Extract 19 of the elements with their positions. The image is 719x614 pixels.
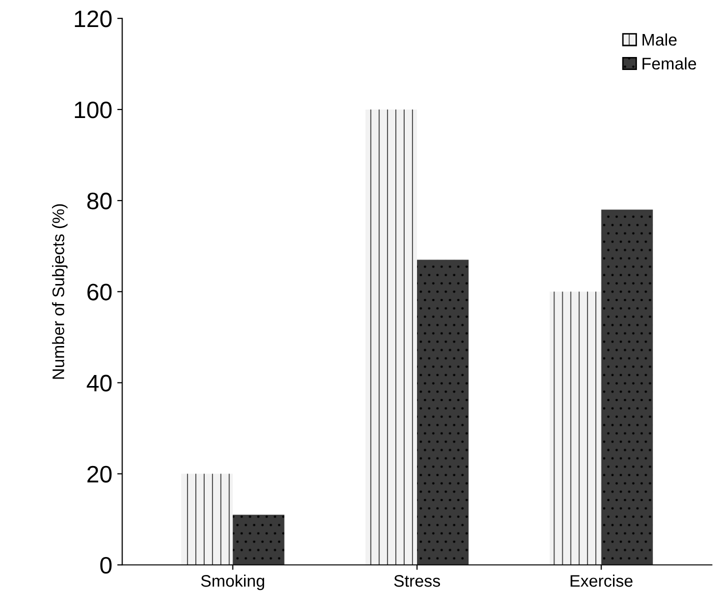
bar — [232, 514, 284, 565]
x-tick-label: Smoking — [201, 574, 264, 590]
y-tick-label: 60 — [87, 284, 112, 300]
y-tick-label: 100 — [74, 102, 112, 118]
bar — [601, 210, 653, 565]
bar — [181, 474, 233, 565]
y-axis-title: Number of Subjects (%) — [52, 204, 68, 379]
bar — [550, 292, 602, 565]
y-tick-label: 80 — [87, 192, 112, 210]
y-tick-label: 20 — [87, 466, 112, 483]
y-tick-label: 0 — [100, 556, 112, 574]
x-tick-label: Exercise — [570, 574, 632, 587]
legend-label: Male — [642, 33, 677, 46]
bar — [417, 260, 469, 565]
x-tick-label: Stress — [394, 575, 440, 587]
legend-label: Female — [642, 57, 696, 70]
y-tick-label: 120 — [74, 10, 112, 28]
y-tick-label: 40 — [86, 374, 112, 392]
bar — [365, 109, 418, 565]
